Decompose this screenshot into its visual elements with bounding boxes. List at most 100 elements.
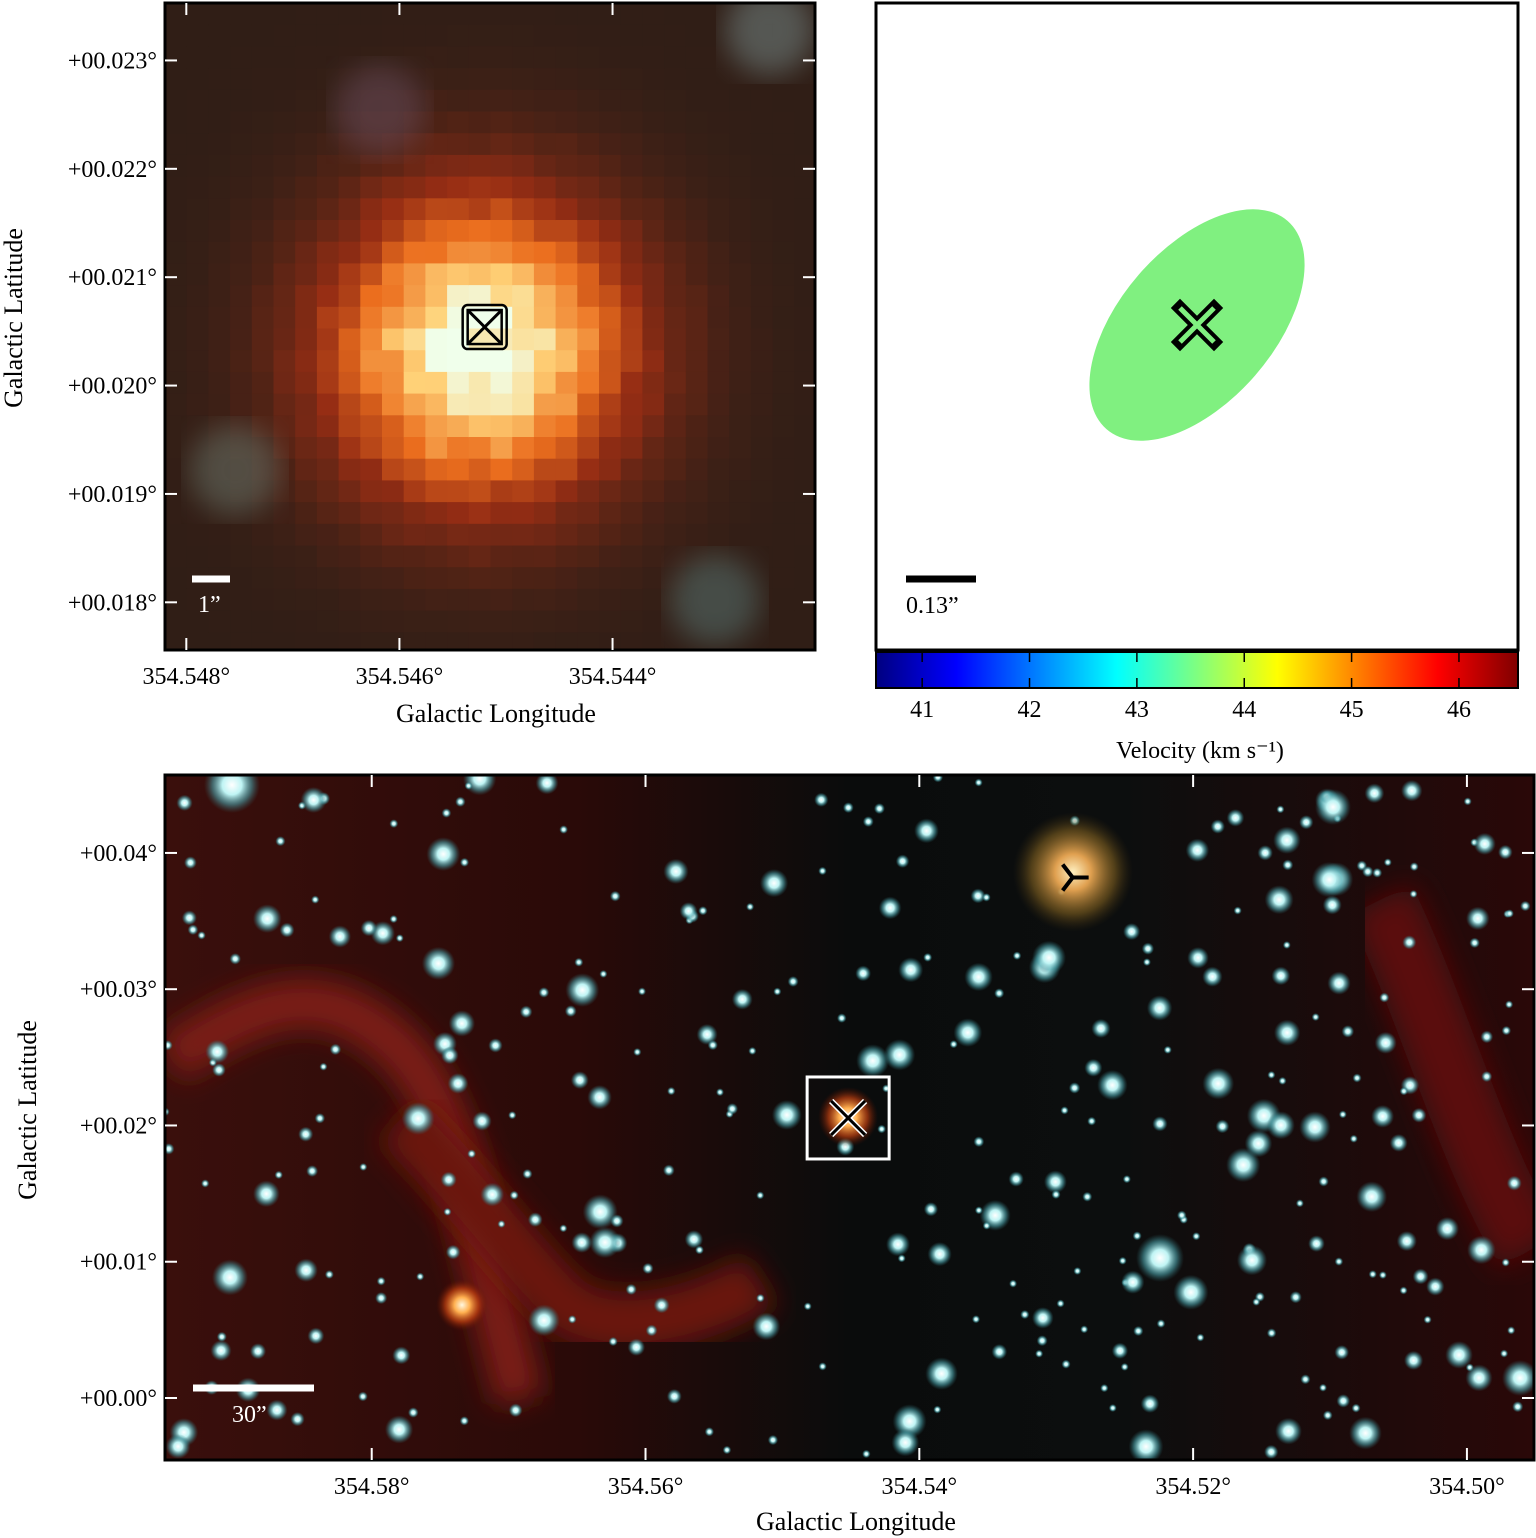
pixel [620, 306, 643, 330]
pixel [772, 306, 795, 330]
star [1507, 1326, 1516, 1335]
pixel [664, 545, 687, 568]
star [212, 1063, 226, 1077]
pixel [555, 220, 578, 243]
pixel [165, 198, 188, 221]
pixel [208, 588, 231, 612]
star [1152, 1116, 1168, 1132]
pixel [382, 458, 405, 481]
star [625, 1283, 637, 1296]
star [645, 1324, 658, 1337]
pixel [425, 502, 448, 525]
pixel [425, 24, 448, 47]
pixel [664, 3, 687, 26]
pixel [772, 502, 795, 525]
star [731, 988, 753, 1010]
pixel [316, 24, 340, 47]
pixel [273, 198, 296, 221]
pixel [230, 3, 253, 26]
pixel [468, 263, 492, 286]
colorbar-tick-label: 45 [1340, 697, 1364, 723]
pixel [273, 480, 296, 503]
pixel [794, 458, 815, 481]
pixel [208, 393, 231, 416]
pixel [555, 567, 578, 590]
pixel [577, 502, 600, 525]
pixel [620, 458, 643, 481]
pixel [620, 24, 643, 47]
pixel [316, 632, 340, 650]
pixel [729, 241, 752, 264]
pixel [316, 176, 340, 199]
pixel [208, 133, 231, 156]
pixel [382, 241, 405, 264]
star [964, 962, 993, 992]
pixel [403, 502, 426, 525]
pixel [360, 328, 383, 351]
star [447, 1073, 469, 1094]
pixel [338, 610, 361, 633]
pixel [750, 437, 774, 460]
pixel [490, 285, 513, 308]
pixel [685, 502, 709, 525]
pixel [750, 198, 774, 221]
pixel [425, 89, 448, 113]
star [197, 931, 206, 940]
pixel [425, 46, 448, 69]
star [1402, 935, 1417, 950]
star [1111, 1342, 1129, 1359]
pixel [794, 480, 815, 503]
pixel [642, 523, 665, 547]
pixel [664, 502, 687, 525]
pixel [230, 285, 253, 308]
pixel [316, 220, 340, 243]
pixel [620, 502, 643, 525]
pixel [794, 328, 815, 351]
pixel [338, 24, 361, 47]
star [582, 1194, 618, 1230]
star [787, 976, 799, 988]
pixel [230, 350, 253, 373]
pixel [338, 241, 361, 264]
pixel [577, 133, 600, 156]
pixel [447, 437, 470, 460]
pixel [295, 588, 318, 612]
star [949, 1040, 958, 1049]
pixel [512, 567, 535, 590]
pixel [490, 154, 513, 178]
pixel [577, 328, 600, 351]
pixel [533, 632, 557, 650]
star [895, 854, 910, 869]
pixel [533, 588, 557, 612]
pixel [165, 133, 188, 156]
x-tick-label: 354.52° [1155, 1474, 1231, 1500]
pixel [490, 523, 513, 547]
pixel [425, 154, 448, 178]
pixel [750, 502, 774, 525]
pixel [533, 610, 557, 633]
star [666, 1388, 682, 1404]
pixel [338, 632, 361, 650]
pixel [447, 176, 470, 199]
pixel [533, 241, 557, 264]
star [1465, 1364, 1493, 1392]
star [1334, 1345, 1350, 1360]
pixel [165, 176, 188, 199]
pixel [772, 198, 795, 221]
pixel [512, 632, 535, 650]
pixel [490, 3, 513, 26]
pixel [316, 154, 340, 178]
pixel [577, 241, 600, 264]
star [1036, 1335, 1048, 1347]
pixel [772, 523, 795, 547]
pixel [425, 306, 448, 330]
star [932, 775, 944, 783]
pixel [750, 89, 774, 113]
pixel [316, 502, 340, 525]
pixel [360, 285, 383, 308]
pixel [577, 154, 600, 178]
pixel [750, 523, 774, 547]
pixel [555, 371, 578, 395]
pixel [577, 285, 600, 308]
pixel [251, 263, 275, 286]
